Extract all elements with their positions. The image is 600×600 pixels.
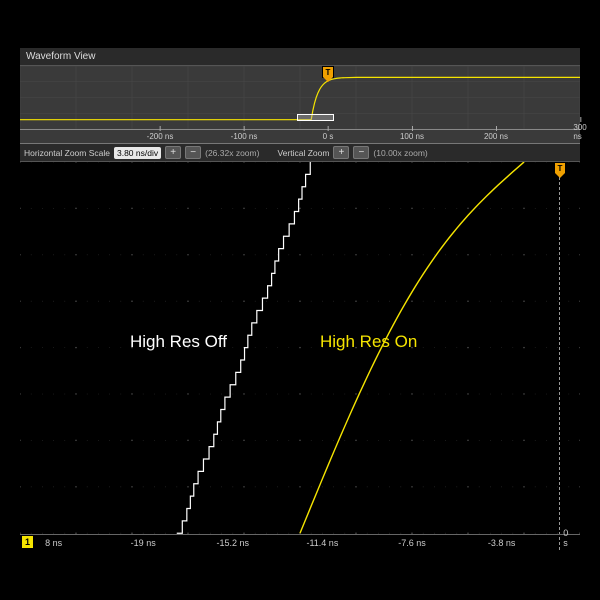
trigger-time-line — [559, 162, 560, 550]
main-tick: -11.4 ns — [306, 538, 338, 548]
hzoom-note: (26.32x zoom) — [205, 148, 259, 158]
hzoom-scale-input[interactable]: 3.80 ns/div — [114, 147, 161, 159]
overview-tick: -200 ns — [147, 132, 174, 141]
main-tick: -19 ns — [131, 538, 156, 548]
overview-tick: 100 ns — [400, 132, 424, 141]
main-time-axis: 8 ns -19 ns -15.2 ns -11.4 ns -7.6 ns -3.8 ns… — [20, 534, 580, 550]
vzoom-minus-button[interactable]: − — [353, 146, 369, 159]
waveform-overview[interactable]: T -200 ns-100 ns0 s100 ns200 ns300 ns — [20, 66, 580, 144]
overview-time-axis: -200 ns-100 ns0 s100 ns200 ns300 ns — [20, 129, 580, 143]
main-tick: -3.8 ns — [488, 538, 516, 548]
main-tick: -7.6 ns — [398, 538, 426, 548]
window-title: Waveform View — [26, 51, 95, 62]
vzoom-plus-button[interactable]: + — [333, 146, 349, 159]
oscilloscope-panel: Waveform View T -200 ns -100 ns 0 s 100 ns 2… — [20, 48, 580, 550]
trigger-marker-icon[interactable]: T — [322, 66, 334, 78]
overview-tick: 200 ns — [484, 132, 508, 141]
main-plot — [20, 162, 580, 550]
vzoom-label: Vertical Zoom — [277, 148, 329, 158]
trigger-marker-main-icon[interactable]: T — [554, 162, 566, 174]
annotation-high-res-off: High Res Off — [130, 332, 227, 352]
overview-tick: 300 ns — [573, 123, 586, 141]
hzoom-minus-button[interactable]: − — [185, 146, 201, 159]
channel-1-badge[interactable]: 1 — [22, 536, 33, 548]
title-bar: Waveform View — [20, 48, 580, 66]
overview-tick: 0 s — [323, 132, 334, 141]
zoom-toolbar: Horizontal Zoom Scale 3.80 ns/div + − (2… — [20, 144, 580, 162]
hzoom-label: Horizontal Zoom Scale — [24, 148, 110, 158]
annotation-high-res-on: High Res On — [320, 332, 417, 352]
main-tick: 0 s — [563, 528, 574, 548]
main-tick: -15.2 ns — [217, 538, 250, 548]
main-tick: 8 ns — [45, 538, 62, 548]
vzoom-note: (10.00x zoom) — [373, 148, 427, 158]
zoom-window-indicator[interactable] — [297, 114, 333, 122]
overview-tick: -100 ns — [231, 132, 258, 141]
main-waveform-area[interactable]: High Res Off High Res On T 8 ns -19 ns -15… — [20, 162, 580, 550]
hzoom-plus-button[interactable]: + — [165, 146, 181, 159]
